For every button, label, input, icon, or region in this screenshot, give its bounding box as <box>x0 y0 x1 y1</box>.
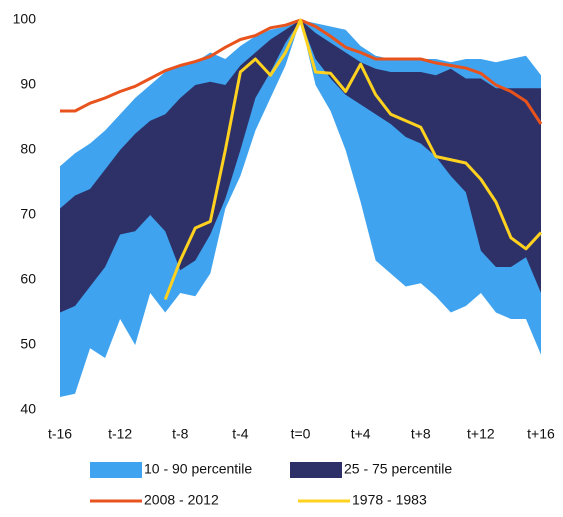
legend-label: 10 - 90 percentile <box>144 461 252 477</box>
x-tick-label: t+8 <box>411 426 431 442</box>
band-area <box>60 20 541 313</box>
x-tick-label: t+4 <box>351 426 371 442</box>
y-tick-label: 90 <box>20 76 36 92</box>
legend-label: 25 - 75 percentile <box>344 461 452 477</box>
x-tick-label: t-8 <box>172 426 189 442</box>
series-line <box>163 18 543 301</box>
y-tick-label: 60 <box>20 271 36 287</box>
x-tick-label: t+12 <box>467 426 495 442</box>
y-tick-label: 80 <box>20 141 36 157</box>
x-tick-label: t-12 <box>108 426 132 442</box>
legend-label: 2008 - 2012 <box>144 492 219 508</box>
y-tick-label: 100 <box>13 11 37 27</box>
x-tick-label: t-4 <box>232 426 249 442</box>
legend-label: 1978 - 1983 <box>352 492 427 508</box>
y-tick-label: 50 <box>20 336 36 352</box>
legend-swatch <box>290 462 342 478</box>
x-tick-label: t-16 <box>48 426 72 442</box>
x-tick-label: t+16 <box>527 426 555 442</box>
y-tick-label: 40 <box>20 401 36 417</box>
x-tick-label: t=0 <box>291 426 311 442</box>
y-tick-label: 70 <box>20 206 36 222</box>
legend-swatch <box>90 462 142 478</box>
